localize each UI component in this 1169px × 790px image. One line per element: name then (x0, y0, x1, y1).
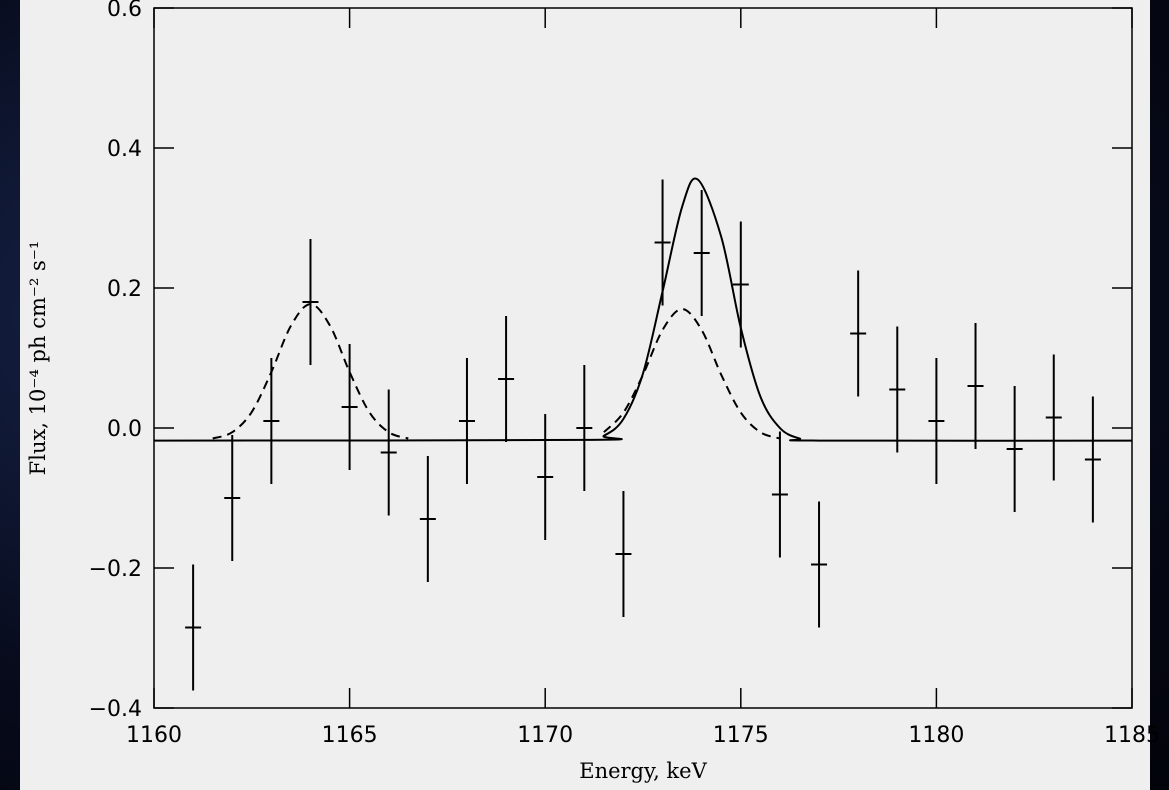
x-tick-label: 1165 (322, 723, 378, 748)
axes-frame (153, 7, 1133, 709)
x-tick-label: 1160 (126, 723, 182, 748)
y-tick-label: 0.2 (107, 277, 142, 302)
x-tick-label: 1170 (517, 723, 573, 748)
y-tick-label: −0.2 (89, 557, 142, 582)
x-tick-label: 1185 (1104, 723, 1160, 748)
y-axis-label: Flux, 10⁻⁴ ph cm⁻² s⁻¹ (26, 241, 50, 476)
y-tick-label: 0.4 (107, 137, 142, 162)
dashed-curve (603, 307, 781, 440)
x-tick-label: 1180 (908, 723, 964, 748)
solid-curve (153, 177, 1133, 442)
y-tick-label: 0.0 (107, 417, 142, 442)
y-tick-label: 0.6 (107, 0, 142, 22)
x-tick-label: 1175 (713, 723, 769, 748)
y-tick-label: −0.4 (89, 697, 142, 722)
x-axis-label: Energy, keV (579, 759, 707, 783)
